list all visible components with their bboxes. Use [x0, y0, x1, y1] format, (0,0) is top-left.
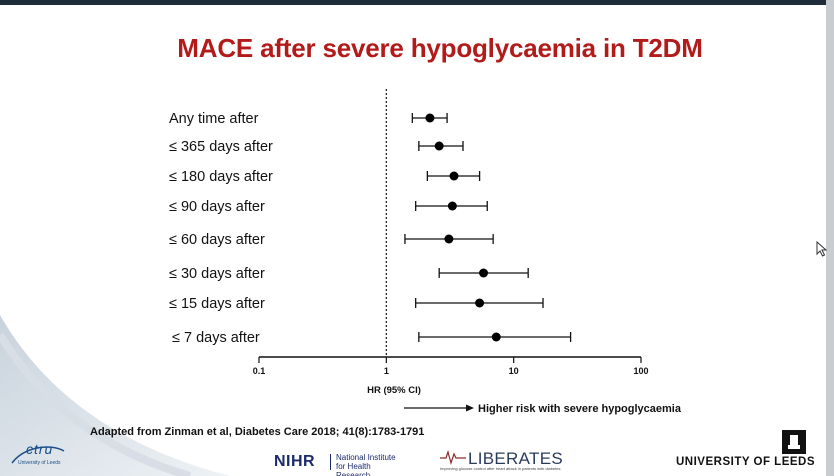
row-label: ≤ 15 days after — [169, 296, 265, 312]
x-tick-label: 0.1 — [253, 366, 266, 376]
row-label: ≤ 365 days after — [169, 139, 273, 155]
ctru-logo-icon — [11, 446, 65, 464]
arrow-note: Higher risk with severe hypoglycaemia — [478, 403, 681, 415]
ctru-logo: ctru — [26, 441, 54, 457]
heartbeat-icon — [440, 449, 466, 465]
window-top-edge — [0, 0, 834, 5]
row-label: Any time after — [169, 111, 259, 127]
leeds-logo: UNIVERSITY OF LEEDS — [676, 456, 816, 468]
citation: Adapted from Zinman et al, Diabetes Care… — [90, 426, 425, 438]
hr-point — [444, 234, 454, 244]
row-label: ≤ 180 days after — [169, 169, 273, 185]
hr-point — [475, 298, 485, 308]
forest-plot: 0.1 1 10 100 HR (95% CI) Any time after ≤ 365 … — [169, 89, 649, 396]
x-tick-label: 10 — [509, 366, 519, 376]
slide-title: MACE after severe hypoglycaemia in T2DM — [177, 33, 703, 63]
row-label: ≤ 90 days after — [169, 199, 265, 215]
nihr-subtitle: National Institute for Health Research — [336, 453, 396, 476]
row-label: ≤ 7 days after — [172, 330, 260, 346]
liberates-subtitle: Improving glucose control after heart at… — [440, 466, 561, 471]
leeds-crest-icon — [782, 430, 806, 454]
x-tick-label: 1 — [384, 366, 389, 376]
row-label: ≤ 30 days after — [169, 266, 265, 282]
right-scroll-strip[interactable] — [826, 0, 834, 476]
hr-point — [491, 332, 501, 342]
background-swoosh — [0, 315, 230, 476]
nihr-logo: NIHR — [274, 453, 316, 470]
liberates-logo: LIBERATES — [468, 449, 563, 468]
x-axis-title: HR (95% CI) — [367, 385, 421, 396]
x-tick-label: 100 — [633, 366, 648, 376]
hr-point — [425, 113, 435, 123]
nihr-divider — [330, 454, 331, 470]
ctru-subtitle: University of Leeds — [18, 460, 61, 466]
mouse-cursor-icon — [816, 241, 828, 257]
hr-point — [449, 171, 459, 181]
arrow-icon — [404, 404, 474, 412]
row-label: ≤ 60 days after — [169, 232, 265, 248]
hr-point — [447, 201, 457, 211]
hr-point — [434, 141, 444, 151]
hr-point — [479, 268, 489, 278]
slide: MACE after severe hypoglycaemia in T2DM … — [0, 5, 834, 476]
